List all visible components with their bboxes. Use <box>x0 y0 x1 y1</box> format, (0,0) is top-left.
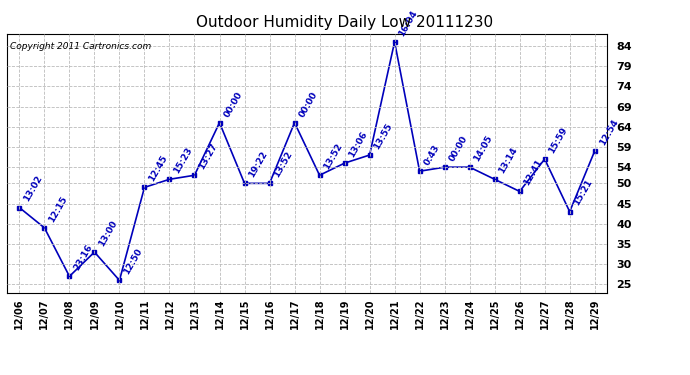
Text: 23:16: 23:16 <box>72 243 95 272</box>
Text: Outdoor Humidity Daily Low 20111230: Outdoor Humidity Daily Low 20111230 <box>197 15 493 30</box>
Text: 14:05: 14:05 <box>473 134 495 163</box>
Text: 15:59: 15:59 <box>547 126 570 155</box>
Text: 15:21: 15:21 <box>573 178 595 207</box>
Text: 12:54: 12:54 <box>598 117 620 147</box>
Text: 00:00: 00:00 <box>297 90 319 118</box>
Text: 00:00: 00:00 <box>447 134 469 163</box>
Text: 13:14: 13:14 <box>497 146 520 175</box>
Text: 13:52: 13:52 <box>273 150 295 179</box>
Text: 13:52: 13:52 <box>322 142 344 171</box>
Text: 16:04: 16:04 <box>397 8 420 38</box>
Text: 12:15: 12:15 <box>47 194 69 224</box>
Text: 00:00: 00:00 <box>222 90 244 118</box>
Text: 13:06: 13:06 <box>347 130 369 159</box>
Text: 12:45: 12:45 <box>147 154 170 183</box>
Text: 13:02: 13:02 <box>22 174 44 203</box>
Text: 13:27: 13:27 <box>197 142 219 171</box>
Text: Copyright 2011 Cartronics.com: Copyright 2011 Cartronics.com <box>10 42 151 51</box>
Text: 13:00: 13:00 <box>97 219 119 248</box>
Text: 12:41: 12:41 <box>522 158 544 187</box>
Text: 15:23: 15:23 <box>172 146 195 175</box>
Text: 19:22: 19:22 <box>247 150 270 179</box>
Text: 0:43: 0:43 <box>422 143 442 167</box>
Text: 13:55: 13:55 <box>373 122 395 151</box>
Text: 12:50: 12:50 <box>122 247 144 276</box>
